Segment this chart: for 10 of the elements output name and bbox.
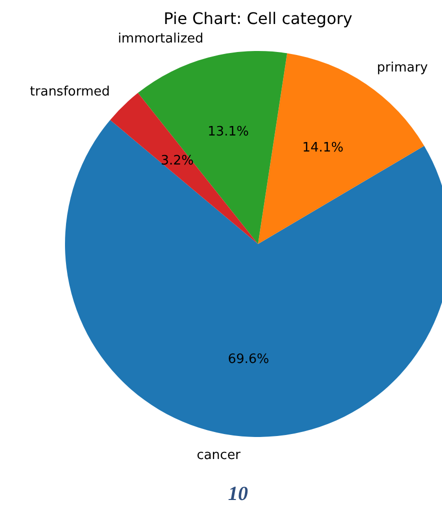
slice-label: primary	[376, 60, 428, 76]
text: 10	[228, 483, 248, 505]
data-label: 14.1%	[302, 140, 344, 156]
data-label: 3.2%	[160, 154, 194, 169]
slice-label: cancer	[196, 448, 242, 464]
data-label: 69.6%	[228, 352, 270, 367]
chart-title: Pie Chart: Cell category	[164, 9, 352, 28]
slice-label: transformed	[30, 84, 110, 100]
slice-label: immortalized	[118, 31, 204, 46]
data-label: 13.1%	[208, 124, 249, 140]
